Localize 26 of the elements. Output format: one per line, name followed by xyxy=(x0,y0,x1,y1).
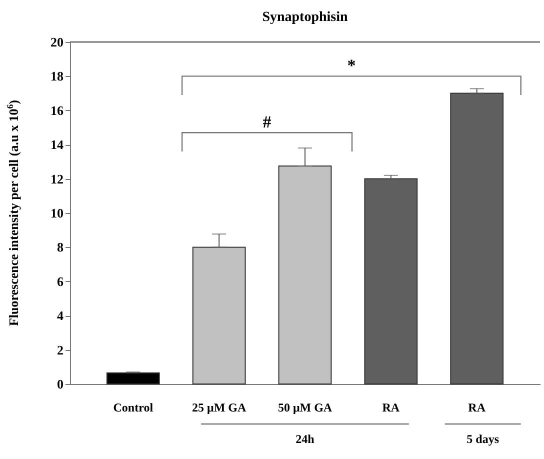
y-tick-label: 16 xyxy=(50,102,64,118)
bar xyxy=(192,246,246,384)
bar xyxy=(364,178,418,384)
annotation: # xyxy=(262,112,272,132)
y-tick-label: 14 xyxy=(50,137,64,152)
y-tick-label: 4 xyxy=(57,308,64,324)
y-tick-label: 8 xyxy=(57,240,64,255)
y-tick-label: 2 xyxy=(57,342,64,358)
annotation: * xyxy=(347,56,356,76)
y-tick-label: 18 xyxy=(50,68,64,84)
x-tick-label: 25 μM GA xyxy=(192,400,246,414)
bar xyxy=(450,92,504,384)
text: 5 days xyxy=(466,432,500,446)
x-tick-label: RA xyxy=(382,400,400,414)
y-tick-label: 6 xyxy=(57,274,64,289)
x-tick-label: RA xyxy=(468,400,486,414)
text: 24h xyxy=(296,432,315,446)
chart-title: Synaptophisin xyxy=(262,10,348,25)
x-tick-label: Control xyxy=(113,400,154,414)
y-tick-label: 20 xyxy=(50,34,64,50)
x-tick-label: 50 μM GA xyxy=(278,400,332,414)
bar xyxy=(278,165,332,384)
bar xyxy=(106,372,160,384)
y-tick-label: 10 xyxy=(50,206,64,220)
y-tick-label: 0 xyxy=(57,376,64,392)
y-tick-label: 12 xyxy=(50,171,64,186)
